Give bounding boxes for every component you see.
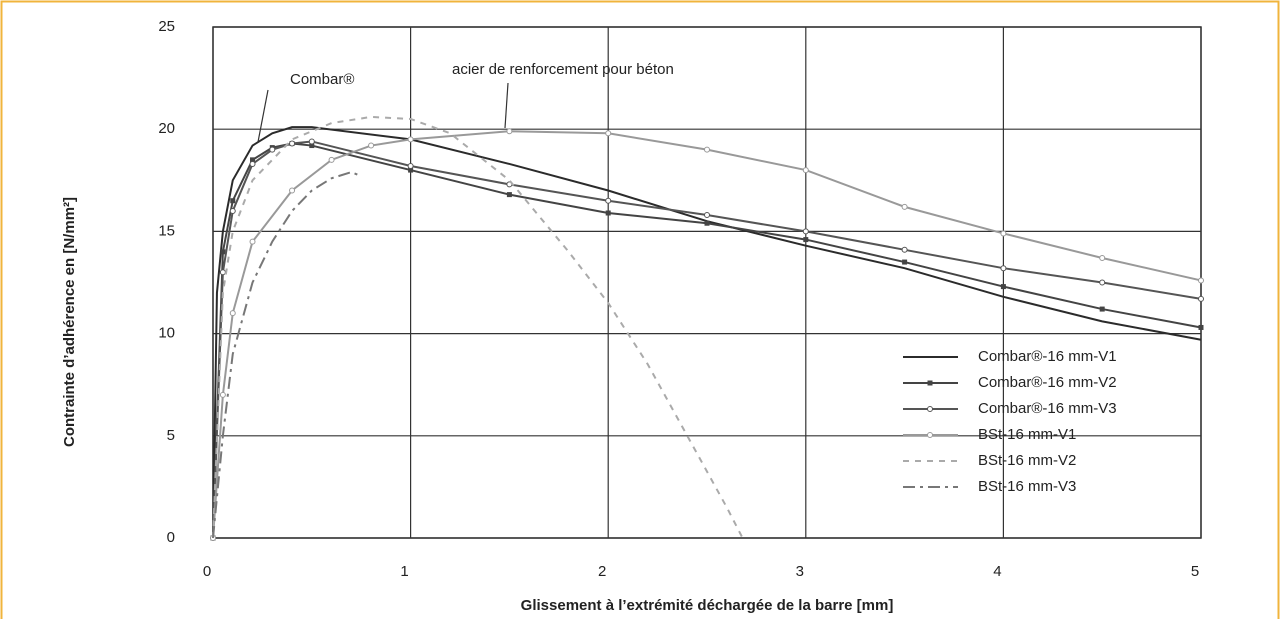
marker: [407, 136, 414, 143]
marker: [229, 310, 236, 317]
marker: [1099, 279, 1106, 286]
annotation-line: [504, 82, 509, 129]
marker: [289, 187, 296, 194]
legend-label: Combar®-16 mm-V3: [978, 400, 1117, 417]
marker: [901, 203, 908, 210]
series-line: [212, 140, 1202, 539]
series-line: [212, 115, 744, 539]
legend-label: BSt-16 mm-V2: [978, 452, 1076, 469]
marker: [803, 237, 809, 243]
x-tick-label: 3: [796, 563, 804, 580]
marker: [220, 249, 226, 255]
series-line: [212, 126, 1202, 539]
marker: [229, 207, 236, 214]
marker: [368, 142, 375, 149]
marker: [1198, 295, 1204, 302]
marker: [901, 246, 908, 253]
marker: [704, 220, 710, 226]
x-tick-label: 1: [400, 563, 408, 580]
marker: [308, 138, 315, 145]
x-tick-label: 2: [598, 563, 606, 580]
marker: [802, 228, 809, 235]
marker: [704, 146, 710, 153]
marker: [1099, 306, 1105, 312]
marker: [605, 130, 612, 137]
marker: [249, 238, 256, 245]
legend-label: Combar®-16 mm-V2: [978, 374, 1117, 391]
marker: [605, 210, 611, 216]
y-axis-label: Contrainte d’adhérence en [N/mm²]: [61, 197, 78, 447]
y-tick-label: 20: [158, 120, 175, 137]
marker: [1198, 324, 1204, 330]
y-tick-label: 25: [158, 18, 175, 35]
marker: [219, 269, 226, 276]
marker: [927, 380, 933, 386]
y-tick-label: 5: [167, 427, 175, 444]
marker: [927, 432, 933, 438]
series-line: [212, 130, 1202, 539]
marker: [704, 212, 710, 219]
annotation-line: [257, 89, 269, 143]
marker: [309, 143, 315, 149]
marker: [1099, 254, 1106, 261]
marker: [407, 162, 414, 169]
marker: [1000, 284, 1006, 290]
marker: [249, 160, 256, 167]
marker: [408, 167, 414, 173]
marker: [250, 157, 256, 163]
legend-label: BSt-16 mm-V3: [978, 478, 1076, 495]
legend-label: Combar®-16 mm-V1: [978, 348, 1117, 365]
marker: [289, 140, 296, 147]
marker: [328, 156, 335, 163]
annotation: Combar®: [290, 71, 354, 88]
x-tick-label: 5: [1191, 563, 1199, 580]
x-tick-label: 4: [993, 563, 1001, 580]
marker: [1000, 265, 1007, 272]
x-axis-label: Glissement à l’extrémité déchargée de la…: [521, 597, 894, 614]
y-tick-label: 0: [167, 529, 175, 546]
series-line: [212, 171, 362, 539]
y-tick-label: 10: [158, 325, 175, 342]
marker: [506, 192, 512, 198]
marker: [1000, 230, 1007, 237]
marker: [1198, 277, 1204, 284]
marker: [902, 259, 908, 265]
marker: [269, 146, 276, 153]
x-tick-label: 0: [203, 563, 211, 580]
marker: [219, 391, 226, 398]
y-tick-label: 15: [158, 222, 175, 239]
marker: [927, 406, 933, 412]
legend-label: BSt-16 mm-V1: [978, 426, 1076, 443]
marker: [230, 198, 236, 204]
marker: [506, 128, 513, 135]
marker: [605, 197, 612, 204]
marker: [802, 167, 809, 174]
series-line: [212, 142, 1202, 539]
annotation: acier de renforcement pour béton: [452, 61, 674, 78]
